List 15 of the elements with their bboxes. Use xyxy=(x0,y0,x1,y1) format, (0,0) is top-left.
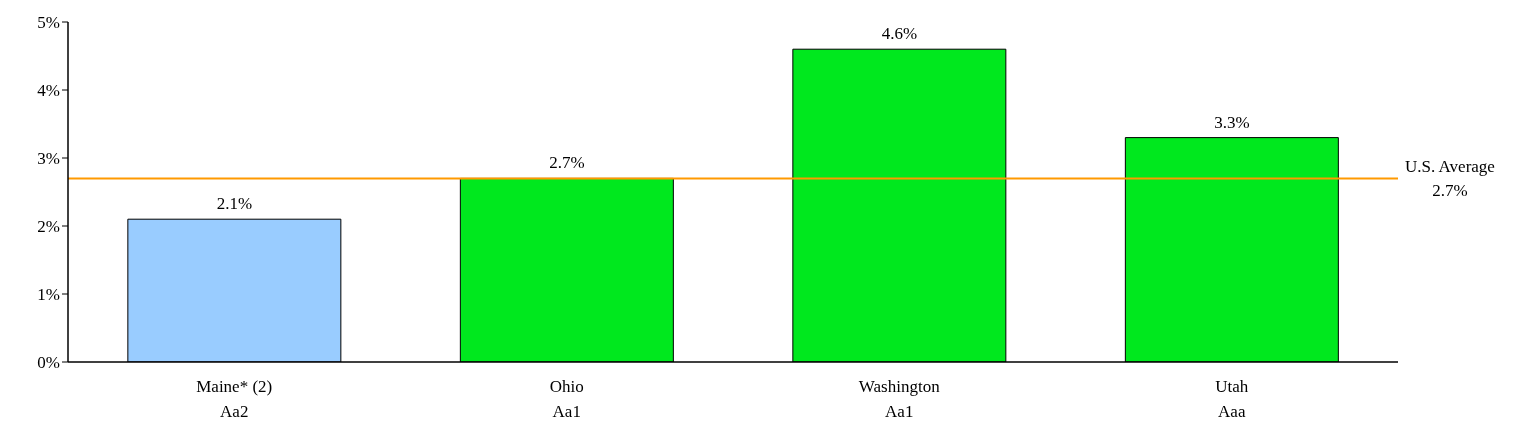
data-label: 3.3% xyxy=(1214,112,1250,132)
data-label: 2.7% xyxy=(549,153,585,173)
x-tick-label: Maine* (2) Aa2 xyxy=(196,377,273,421)
data-label: 2.1% xyxy=(216,194,253,214)
x-tick-label: Washington Aa1 xyxy=(858,377,941,421)
x-tick-label: Ohio Aa1 xyxy=(549,377,584,421)
ref-line-label: U.S. Average 2.7% xyxy=(1405,157,1495,201)
y-tick-label: 2% xyxy=(37,217,60,237)
y-tick-label: 0% xyxy=(37,353,60,373)
y-tick-label: 3% xyxy=(37,149,60,169)
y-tick-label: 1% xyxy=(37,285,60,305)
y-tick-label: 5% xyxy=(37,13,60,33)
x-tick-label: Utah Aaa xyxy=(1215,377,1249,421)
y-tick-label: 4% xyxy=(37,81,60,101)
data-label: 4.6% xyxy=(881,24,918,44)
